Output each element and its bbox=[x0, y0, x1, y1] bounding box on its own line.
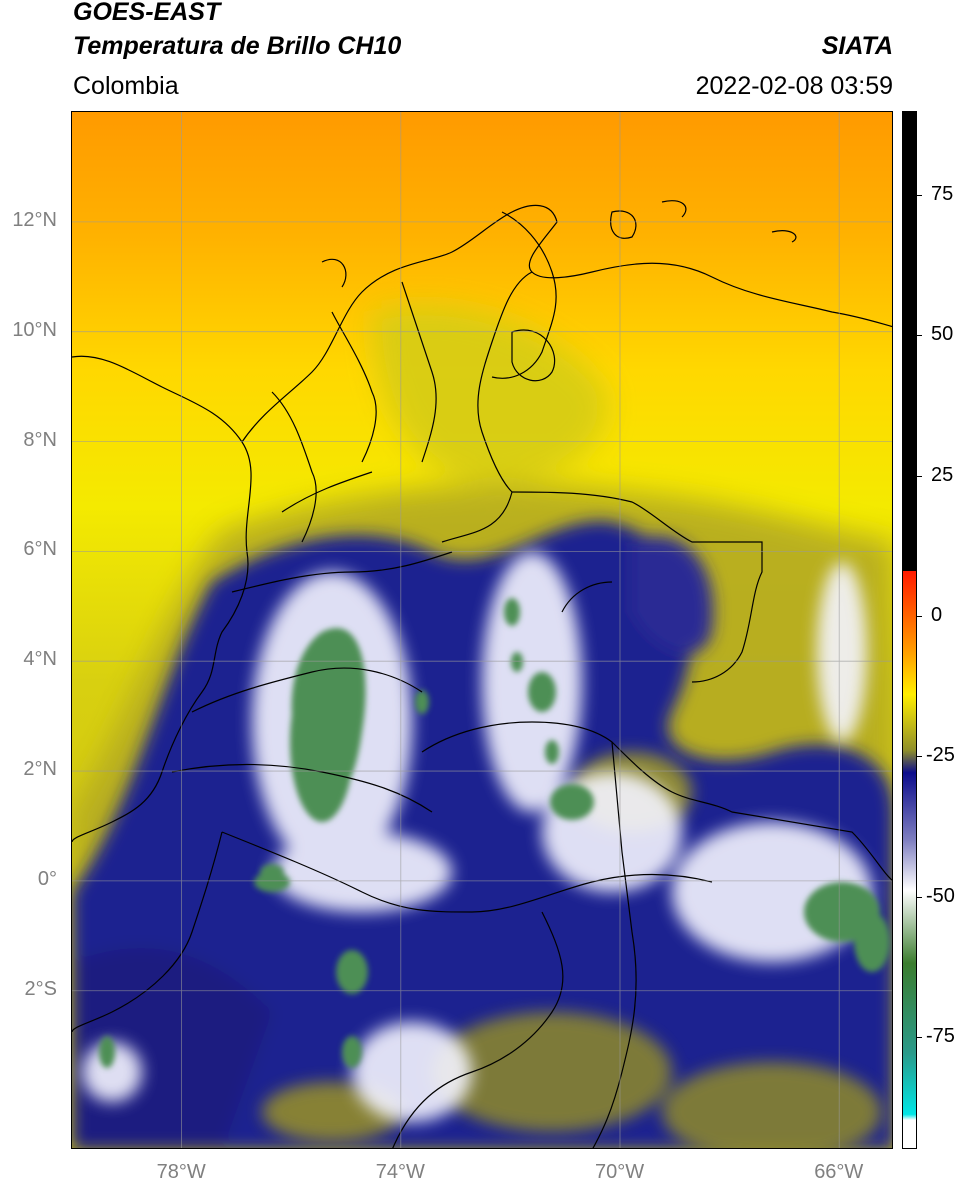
lat-tick-label: 2°N bbox=[23, 758, 57, 781]
lat-tick-label: 0° bbox=[37, 867, 57, 890]
colorbar-tick bbox=[917, 475, 922, 477]
colorbar bbox=[902, 111, 917, 1149]
lat-tick-label: 8°N bbox=[23, 428, 57, 451]
lon-tick-label: 70°W bbox=[595, 1161, 645, 1183]
lat-tick-label: 2°S bbox=[24, 977, 57, 1000]
map-svg bbox=[72, 112, 892, 1148]
colorbar-label: 0 bbox=[931, 603, 943, 626]
satellite-map[interactable] bbox=[71, 111, 893, 1149]
lat-tick-label: 12°N bbox=[12, 208, 57, 231]
lon-tick-label: 66°W bbox=[814, 1161, 864, 1183]
colorbar-label: 25 bbox=[931, 463, 954, 486]
lon-tick-label: 74°W bbox=[375, 1161, 425, 1183]
product-title: Temperatura de Brillo CH10 bbox=[73, 32, 402, 60]
lon-tick-label: 78°W bbox=[156, 1161, 206, 1183]
coldest-cores bbox=[99, 598, 890, 1068]
olive-patches bbox=[262, 752, 882, 1148]
colorbar-label: -50 bbox=[926, 884, 955, 907]
colorbar-tick bbox=[917, 1036, 922, 1038]
colorbar-tick bbox=[917, 756, 922, 758]
lat-tick-label: 6°N bbox=[23, 538, 57, 561]
graticule bbox=[72, 112, 892, 1148]
colorbar-label: -25 bbox=[926, 744, 955, 767]
region-label: Colombia bbox=[73, 72, 179, 100]
colorbar-label: 75 bbox=[931, 183, 954, 206]
satellite-title: GOES-EAST bbox=[73, 0, 221, 26]
lat-tick-label: 10°N bbox=[12, 318, 57, 341]
colorbar-label: 50 bbox=[931, 323, 954, 346]
source-label: SIATA bbox=[821, 32, 893, 60]
colorbar-tick bbox=[917, 335, 922, 337]
colorbar-tick bbox=[917, 615, 922, 617]
colorbar-label: -75 bbox=[926, 1024, 955, 1047]
datetime-label: 2022-02-08 03:59 bbox=[695, 72, 893, 100]
colorbar-tick bbox=[917, 195, 922, 197]
lat-tick-label: 4°N bbox=[23, 648, 57, 671]
colorbar-tick bbox=[917, 896, 922, 898]
